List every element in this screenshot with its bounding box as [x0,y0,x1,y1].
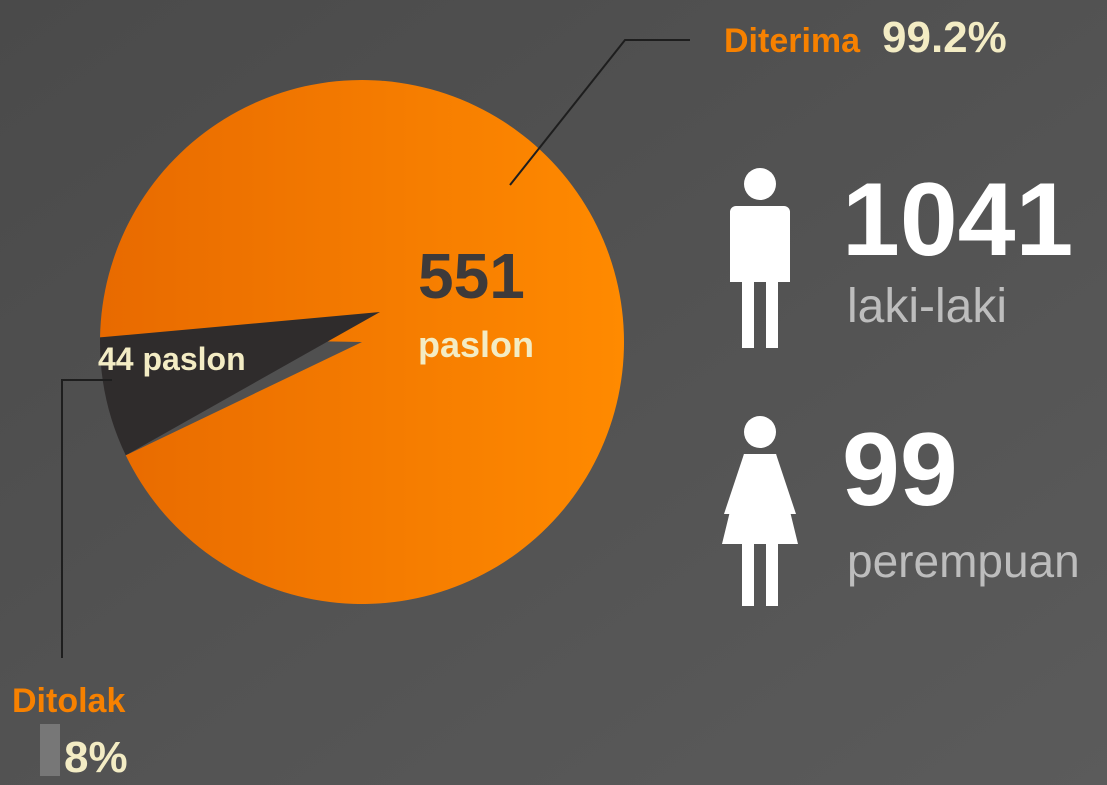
stat-value: 99 [842,412,958,528]
legend-swatch [40,724,60,776]
value-label: 551 [418,240,525,312]
unit-label: paslon [418,324,534,365]
stat-label: laki-laki [847,280,1007,333]
stat-label: perempuan [847,535,1080,587]
share-label: 99.2% [882,13,1007,62]
pie-slice [100,80,624,604]
category-label: Ditolak [12,682,125,720]
category-label: Diterima [724,22,861,60]
female-icon [722,416,798,606]
leader-line [61,379,112,658]
male-icon [730,168,790,348]
value-label: 44 paslon [98,341,246,377]
share-label: 8% [64,733,128,782]
pie-slice [100,312,380,456]
stat-value: 1041 [842,162,1073,278]
leader-line [509,39,690,186]
pie [100,80,624,604]
